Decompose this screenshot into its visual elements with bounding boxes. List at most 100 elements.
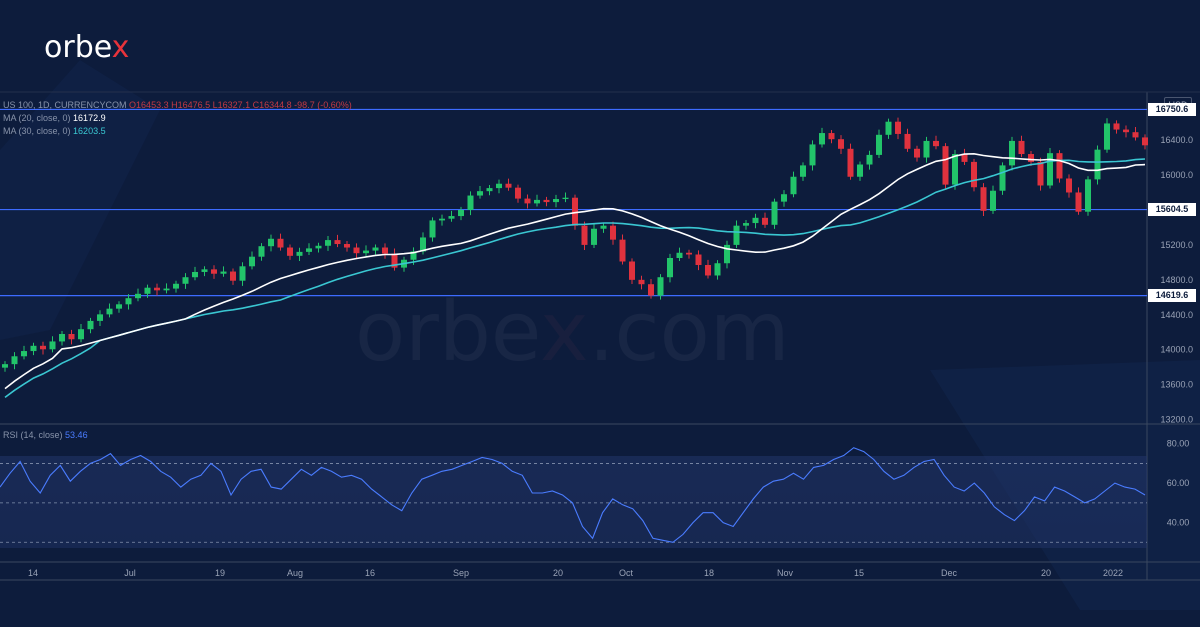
candle [819, 127, 825, 148]
candle-body [277, 238, 284, 248]
candle-body [695, 254, 702, 265]
candle-body [904, 133, 911, 149]
time-tick: 20 [553, 568, 563, 578]
candle [724, 240, 730, 269]
candle [344, 240, 350, 252]
bg-shape-left [0, 60, 160, 340]
candle-body [353, 247, 360, 254]
candle-body [1075, 192, 1082, 212]
candle-body [448, 216, 455, 219]
candle [11, 352, 18, 370]
candle-body [144, 287, 151, 294]
candle-body [752, 217, 759, 224]
candle-body [562, 197, 569, 200]
candle [1056, 150, 1063, 183]
candle [714, 260, 721, 280]
candle [752, 213, 759, 229]
candles [2, 117, 1148, 372]
candle-body [771, 201, 778, 225]
price-tick: 14800.0 [1160, 275, 1193, 285]
candle [182, 273, 189, 289]
candle [21, 345, 27, 360]
candle [790, 171, 797, 198]
orbex-logo: orbex [44, 30, 129, 65]
candle-body [648, 284, 654, 296]
candle-body [116, 304, 122, 309]
logo-text: orbe [44, 30, 112, 65]
candle [676, 247, 683, 262]
candle-body [1104, 123, 1110, 150]
candle-body [325, 240, 331, 246]
candle [353, 243, 360, 259]
candle [1113, 120, 1120, 134]
candle [1018, 135, 1025, 158]
candle-body [990, 190, 996, 211]
candle [1104, 118, 1110, 153]
ma30-value: 16203.5 [73, 126, 106, 136]
candle [40, 341, 46, 355]
candle [391, 248, 398, 271]
legend-ma30-row: MA (30, close, 0) 16203.5 [3, 126, 106, 137]
time-tick: 18 [704, 568, 714, 578]
candle-body [334, 240, 341, 245]
candle [515, 184, 521, 203]
time-tick: Oct [619, 568, 634, 578]
ma30-line [4, 158, 1146, 399]
price-tick: 13600.0 [1160, 380, 1193, 390]
candle-body [838, 139, 844, 149]
candle-body [1028, 154, 1034, 162]
rsi-value: 53.46 [65, 430, 88, 440]
candle [30, 342, 37, 356]
candle [847, 143, 854, 180]
candle-body [790, 176, 797, 195]
candle [372, 244, 379, 255]
candle-body [372, 247, 379, 251]
rsi-tick: 80.00 [1167, 439, 1190, 449]
rsi-label: RSI (14, close) [3, 430, 63, 440]
candle [268, 234, 274, 252]
candle [933, 135, 939, 150]
candle-body [961, 154, 968, 162]
candle-body [467, 195, 474, 210]
candle-body [733, 225, 740, 245]
candle-body [230, 271, 236, 281]
ma20-label: MA (20, close, 0) [3, 113, 71, 123]
candle [923, 136, 930, 163]
candle [277, 233, 284, 251]
candle-body [743, 223, 749, 226]
candle-body [762, 217, 768, 225]
candle-body [847, 148, 854, 177]
time-tick: Jul [124, 568, 136, 578]
candle-body [572, 197, 578, 226]
candle [1066, 174, 1072, 198]
candle-body [154, 287, 160, 291]
candle-body [1009, 140, 1015, 166]
candle [1075, 187, 1082, 215]
candle-body [809, 144, 816, 166]
candle [543, 196, 550, 207]
candle [686, 249, 692, 259]
candle-body [287, 247, 293, 256]
candle-body [21, 351, 27, 357]
candle [192, 266, 198, 281]
price-tick: 16000.0 [1160, 170, 1193, 180]
candle-body [59, 334, 65, 342]
candle [211, 265, 217, 279]
candle-body [676, 252, 683, 258]
candle-body [933, 140, 939, 147]
candle [524, 194, 531, 209]
candle [2, 361, 8, 372]
candle [990, 185, 996, 214]
candle-body [30, 345, 37, 352]
candle-body [515, 187, 521, 199]
candle-body [1113, 123, 1120, 130]
candle-body [600, 225, 607, 229]
time-tick: Sep [453, 568, 469, 578]
time-tick: 14 [28, 568, 38, 578]
candle-body [220, 271, 227, 274]
candle-body [477, 191, 483, 196]
symbol-label: US 100, 1D, CURRENCYCOM [3, 100, 127, 110]
candle-body [182, 277, 189, 284]
candle-body [135, 293, 141, 299]
candle [980, 183, 987, 216]
